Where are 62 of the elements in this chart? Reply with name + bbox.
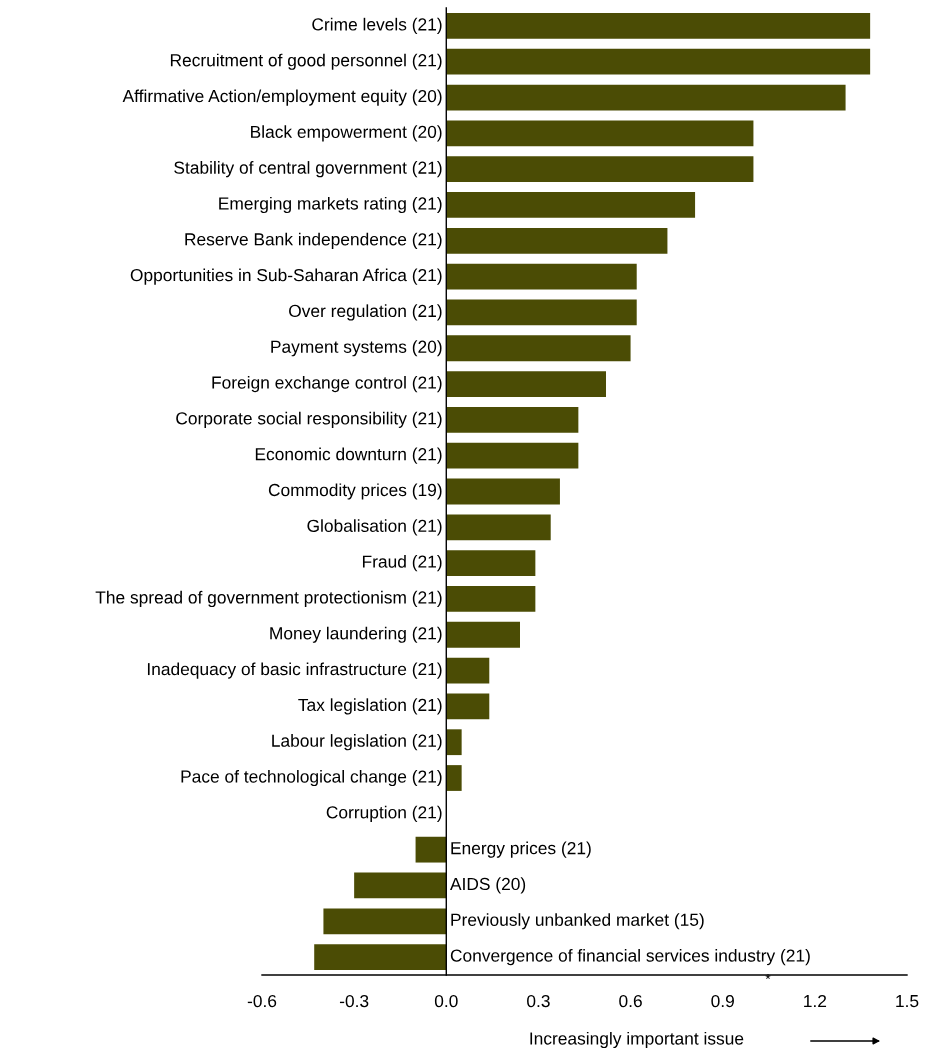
x-tick-label: 0.6 (619, 994, 642, 1008)
bar (446, 478, 560, 505)
bar (446, 621, 520, 648)
bar (446, 406, 579, 433)
y-tick-label: Over regulation (21) (289, 304, 442, 321)
y-tick-label: Commodity prices (19) (268, 483, 442, 500)
y-tick-label: Labour legislation (21) (272, 734, 442, 751)
y-tick-label: Money laundering (21) (270, 626, 442, 643)
y-tick-label: Globalisation (21) (307, 519, 442, 536)
y-tick-label: Recruitment of good personnel (21) (170, 53, 442, 70)
y-tick-label: Inadequacy of basic infrastructure (21) (147, 662, 442, 679)
bar (446, 13, 871, 39)
y-tick-label: Black empowerment (20) (251, 125, 442, 142)
bar (415, 836, 447, 863)
y-tick-label: Convergence of financial services industry (21) (450, 949, 810, 966)
bar (354, 872, 447, 899)
bar (446, 729, 462, 756)
y-tick-label: Payment systems (20) (271, 340, 442, 357)
bar (446, 227, 668, 254)
y-tick-label: Stability of central government (21) (174, 161, 442, 178)
bar (446, 299, 637, 326)
bar (446, 335, 631, 362)
x-tick-label: 0.3 (527, 994, 550, 1008)
y-tick-label: Energy prices (21) (451, 841, 591, 858)
y-tick-label: Tax legislation (21) (298, 698, 442, 715)
y-tick-label: Emerging markets rating (21) (219, 196, 442, 214)
bar (446, 586, 536, 612)
x-axis-title: Increasingly important issue (530, 1031, 744, 1049)
bar (323, 908, 447, 935)
bar (446, 514, 551, 541)
bar (314, 944, 447, 970)
y-tick-label: Corporate social responsibility (21) (176, 411, 442, 428)
bar (446, 120, 754, 147)
x-tick-label: -0.6 (247, 994, 277, 1008)
y-tick-label: Reserve Bank independence (21) (185, 232, 442, 249)
bar (446, 765, 462, 791)
y-tick-label: Crime levels (21) (312, 17, 442, 34)
bar (446, 550, 536, 577)
x-tick-label: 1.5 (896, 995, 919, 1008)
bar (446, 84, 846, 111)
bar (446, 442, 579, 469)
y-tick-label: Pace of technological change (21) (181, 769, 442, 787)
bar (446, 371, 606, 397)
bar (446, 48, 871, 75)
bar (446, 693, 490, 720)
bar (446, 156, 754, 183)
bar (446, 192, 696, 218)
bar (446, 263, 637, 290)
x-tick-label: 1.2 (804, 994, 827, 1008)
bar (446, 657, 490, 684)
y-tick-label: Corruption (21) (326, 805, 442, 822)
x-tick-label: -0.3 (339, 994, 369, 1008)
y-tick-label: Fraud (21) (362, 555, 442, 572)
y-tick-label: Opportunities in Sub-Saharan Africa (21) (130, 268, 442, 285)
y-tick-label: Previously unbanked market (15) (451, 913, 704, 930)
y-tick-label: Affirmative Action/employment equity (20) (122, 89, 442, 106)
y-tick-label: Economic downturn (21) (255, 447, 442, 464)
y-tick-label: AIDS (20) (450, 877, 526, 894)
x-tick-label: 0.9 (711, 994, 734, 1008)
y-tick-label: Foreign exchange control (21) (212, 375, 442, 393)
y-tick-label: The spread of government protectionism (21) (95, 590, 442, 608)
x-tick-label: 0.0 (434, 994, 458, 1008)
